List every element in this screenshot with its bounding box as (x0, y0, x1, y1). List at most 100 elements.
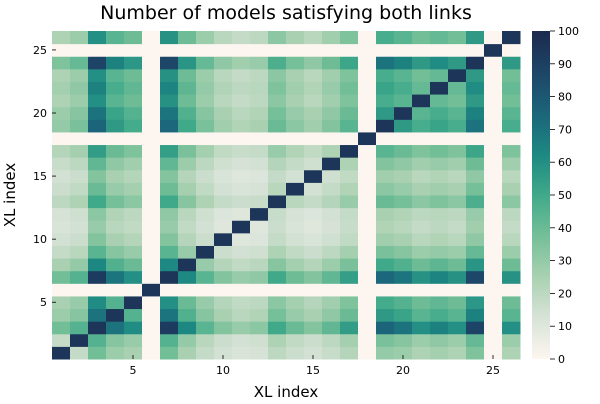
heatmap-cell (340, 182, 359, 196)
heatmap-cell (232, 270, 251, 284)
heatmap-cell (52, 182, 71, 196)
heatmap-cell (142, 258, 161, 272)
y-tick-label: 20 (33, 107, 47, 120)
heatmap-cell (70, 220, 89, 234)
heatmap-cell (394, 232, 413, 246)
heatmap-cell (142, 321, 161, 335)
heatmap-cell (448, 81, 467, 95)
heatmap-cell (178, 207, 197, 221)
heatmap-cell (88, 131, 107, 146)
heatmap-cell (322, 195, 341, 209)
heatmap-cell (160, 270, 179, 284)
heatmap-cell (484, 195, 503, 209)
heatmap-cell (484, 308, 503, 322)
heatmap-cell (232, 295, 251, 310)
heatmap-cell (376, 270, 395, 284)
heatmap-cell (466, 31, 485, 45)
heatmap-cell (430, 81, 449, 95)
heatmap-cell (502, 131, 521, 146)
heatmap-cell (52, 31, 71, 45)
heatmap-cell (412, 81, 431, 95)
heatmap-cell (178, 131, 197, 146)
heatmap-cell (70, 131, 89, 146)
heatmap-cell (142, 169, 161, 183)
heatmap-cell (214, 31, 233, 45)
heatmap-cell (376, 68, 395, 82)
heatmap-cell (214, 56, 233, 70)
heatmap-cell (430, 106, 449, 120)
heatmap-cell (466, 258, 485, 272)
heatmap-cell (232, 144, 251, 158)
heatmap-cell (88, 68, 107, 82)
heatmap-cell (412, 207, 431, 221)
heatmap-cell (286, 182, 305, 196)
heatmap-cell (106, 333, 125, 347)
heatmap-cell (142, 283, 161, 297)
heatmap-cell (268, 195, 287, 209)
heatmap-cell (394, 131, 413, 146)
heatmap-cell (376, 333, 395, 347)
heatmap-cell (232, 321, 251, 335)
heatmap-cell (52, 106, 71, 120)
heatmap-cell (430, 68, 449, 82)
heatmap-cell (304, 308, 323, 322)
heatmap-cell (160, 295, 179, 310)
heatmap-cell (304, 182, 323, 196)
heatmap-cell (484, 270, 503, 284)
heatmap-cell (430, 56, 449, 70)
heatmap-cell (196, 308, 215, 322)
heatmap-cell (178, 106, 197, 120)
heatmap-cell (340, 56, 359, 70)
heatmap-cell (394, 283, 413, 297)
heatmap-cell (376, 169, 395, 183)
heatmap-cell (268, 56, 287, 70)
heatmap-cell (358, 144, 377, 158)
heatmap-cell (484, 68, 503, 82)
heatmap-cell (430, 94, 449, 108)
heatmap-cell (88, 308, 107, 322)
heatmap-cell (394, 220, 413, 234)
heatmap-cell (232, 232, 251, 246)
heatmap-cell (142, 333, 161, 347)
heatmap-cell (322, 232, 341, 246)
heatmap-cell (484, 346, 503, 360)
x-tick-label: 15 (306, 364, 320, 377)
heatmap-cell (304, 94, 323, 108)
heatmap-cell (358, 68, 377, 82)
heatmap-cell (340, 321, 359, 335)
heatmap-cell (448, 131, 467, 146)
heatmap-cell (88, 157, 107, 171)
heatmap-cell (52, 195, 71, 209)
heatmap-cell (322, 245, 341, 259)
heatmap-cell (394, 321, 413, 335)
heatmap-cell (412, 346, 431, 360)
heatmap-cell (142, 232, 161, 246)
heatmap-cell (502, 31, 521, 45)
heatmap-cell (124, 106, 143, 120)
heatmap-cell (232, 43, 251, 57)
heatmap-cell (268, 131, 287, 146)
heatmap-cell (178, 169, 197, 183)
heatmap-cell (322, 207, 341, 221)
chart-title: Number of models satisfying both links (100, 2, 472, 24)
heatmap-cell (484, 157, 503, 171)
heatmap-cell (340, 258, 359, 272)
heatmap-cell (232, 245, 251, 259)
heatmap-cell (322, 81, 341, 95)
heatmap-cell (250, 43, 269, 57)
heatmap-cell (430, 308, 449, 322)
heatmap-cell (232, 119, 251, 133)
heatmap-cell (160, 157, 179, 171)
heatmap-cell (250, 321, 269, 335)
heatmap-cell (160, 321, 179, 335)
heatmap-cell (88, 283, 107, 297)
heatmap-cell (160, 308, 179, 322)
heatmap-cell (196, 56, 215, 70)
heatmap-cell (376, 321, 395, 335)
heatmap-cell (52, 157, 71, 171)
heatmap-cell (322, 119, 341, 133)
heatmap-cell (178, 295, 197, 310)
heatmap-cell (286, 258, 305, 272)
heatmap-cell (52, 131, 71, 146)
heatmap-cell (106, 68, 125, 82)
